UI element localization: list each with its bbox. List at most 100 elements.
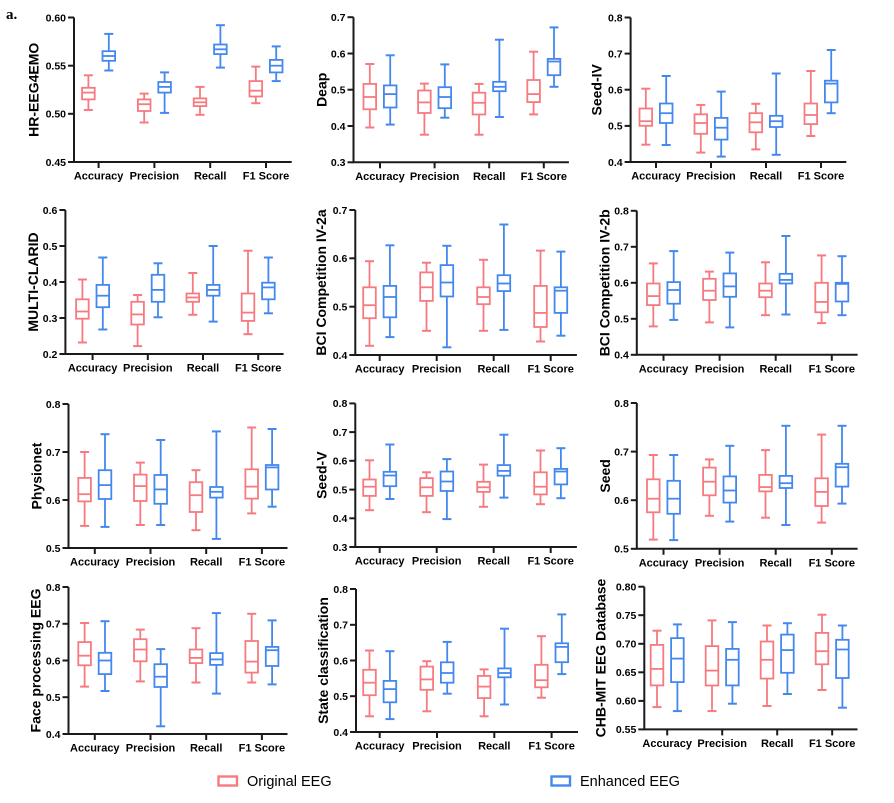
svg-text:0.4: 0.4 xyxy=(331,121,346,133)
svg-text:Accuracy: Accuracy xyxy=(68,363,118,375)
svg-text:MULTI-CLARID: MULTI-CLARID xyxy=(25,232,41,331)
svg-text:0.5: 0.5 xyxy=(614,314,629,326)
svg-text:Accuracy: Accuracy xyxy=(355,556,405,568)
svg-text:0.60: 0.60 xyxy=(616,696,637,708)
svg-text:F1 Score: F1 Score xyxy=(809,557,855,569)
svg-text:Deap: Deap xyxy=(314,73,330,107)
svg-text:F1 Score: F1 Score xyxy=(809,363,855,375)
svg-text:Accuracy: Accuracy xyxy=(70,743,120,755)
svg-text:0.6: 0.6 xyxy=(614,278,629,290)
svg-text:0.8: 0.8 xyxy=(46,582,61,594)
svg-text:Accuracy: Accuracy xyxy=(631,171,681,183)
svg-text:HR-EEG4EMO: HR-EEG4EMO xyxy=(26,43,42,137)
svg-text:0.4: 0.4 xyxy=(46,729,61,741)
svg-text:Enhanced EEG: Enhanced EEG xyxy=(580,774,680,790)
svg-text:0.7: 0.7 xyxy=(614,242,629,254)
svg-text:Accuracy: Accuracy xyxy=(355,171,405,183)
svg-text:Seed: Seed xyxy=(597,459,613,492)
svg-text:F1 Score: F1 Score xyxy=(527,556,573,568)
svg-text:F1 Score: F1 Score xyxy=(239,557,285,569)
svg-text:0.4: 0.4 xyxy=(333,727,348,739)
svg-text:0.7: 0.7 xyxy=(333,620,348,632)
svg-text:F1 Score: F1 Score xyxy=(235,363,281,375)
svg-text:0.8: 0.8 xyxy=(608,12,623,24)
svg-text:Precision: Precision xyxy=(410,171,460,183)
svg-text:0.6: 0.6 xyxy=(46,655,61,667)
svg-text:Recall: Recall xyxy=(473,171,505,183)
svg-text:Precision: Precision xyxy=(412,741,462,753)
svg-text:0.8: 0.8 xyxy=(614,398,629,410)
svg-text:0.5: 0.5 xyxy=(333,691,348,703)
svg-text:0.7: 0.7 xyxy=(333,427,348,439)
svg-text:0.3: 0.3 xyxy=(43,313,58,325)
svg-text:Recall: Recall xyxy=(761,738,793,750)
svg-text:F1 Score: F1 Score xyxy=(809,738,855,750)
svg-text:F1 Score: F1 Score xyxy=(527,364,573,376)
svg-text:F1 Score: F1 Score xyxy=(239,743,285,755)
svg-text:Precision: Precision xyxy=(695,363,745,375)
svg-text:Precision: Precision xyxy=(130,171,180,183)
svg-text:Accuracy: Accuracy xyxy=(639,363,689,375)
svg-text:0.7: 0.7 xyxy=(331,12,346,24)
svg-text:0.3: 0.3 xyxy=(331,157,346,169)
svg-text:Recall: Recall xyxy=(478,741,510,753)
svg-text:0.8: 0.8 xyxy=(614,206,629,218)
svg-text:0.5: 0.5 xyxy=(46,692,61,704)
svg-text:BCI Competition IV-2a: BCI Competition IV-2a xyxy=(313,209,329,355)
svg-text:0.8: 0.8 xyxy=(333,398,348,410)
svg-text:Precision: Precision xyxy=(412,556,462,568)
svg-text:Recall: Recall xyxy=(477,364,509,376)
svg-text:0.5: 0.5 xyxy=(43,241,58,253)
svg-text:0.6: 0.6 xyxy=(333,253,348,265)
svg-text:Precision: Precision xyxy=(697,738,747,750)
svg-text:0.3: 0.3 xyxy=(333,542,348,554)
svg-text:0.80: 0.80 xyxy=(616,582,637,594)
svg-text:0.55: 0.55 xyxy=(616,724,637,736)
svg-text:Recall: Recall xyxy=(759,557,791,569)
svg-text:0.6: 0.6 xyxy=(46,495,61,507)
svg-text:0.7: 0.7 xyxy=(608,48,623,60)
svg-text:0.75: 0.75 xyxy=(616,610,637,622)
svg-text:Face processing EEG: Face processing EEG xyxy=(28,588,44,732)
svg-text:0.45: 0.45 xyxy=(46,157,67,169)
svg-text:0.6: 0.6 xyxy=(333,456,348,468)
svg-text:F1 Score: F1 Score xyxy=(243,171,289,183)
svg-text:0.50: 0.50 xyxy=(46,109,67,121)
svg-text:0.4: 0.4 xyxy=(333,350,348,362)
svg-text:Precision: Precision xyxy=(686,171,736,183)
svg-text:0.6: 0.6 xyxy=(333,655,348,667)
svg-text:F1 Score: F1 Score xyxy=(521,171,567,183)
svg-text:0.55: 0.55 xyxy=(46,61,67,73)
svg-text:Accuracy: Accuracy xyxy=(70,557,120,569)
svg-text:0.5: 0.5 xyxy=(333,484,348,496)
svg-text:Recall: Recall xyxy=(190,743,222,755)
svg-text:0.4: 0.4 xyxy=(333,513,348,525)
svg-text:0.70: 0.70 xyxy=(616,639,637,651)
svg-text:0.2: 0.2 xyxy=(43,349,58,361)
svg-text:0.60: 0.60 xyxy=(46,12,67,24)
svg-text:0.5: 0.5 xyxy=(331,85,346,97)
svg-text:Seed-V: Seed-V xyxy=(314,451,330,499)
svg-text:Recall: Recall xyxy=(477,556,509,568)
svg-text:Recall: Recall xyxy=(187,363,219,375)
svg-text:0.8: 0.8 xyxy=(46,399,61,411)
svg-text:Accuracy: Accuracy xyxy=(74,171,124,183)
svg-text:Recall: Recall xyxy=(759,363,791,375)
svg-text:Recall: Recall xyxy=(194,171,226,183)
svg-text:0.6: 0.6 xyxy=(614,495,629,507)
svg-text:Accuracy: Accuracy xyxy=(355,741,405,753)
svg-text:Original EEG: Original EEG xyxy=(247,774,332,790)
svg-text:Precision: Precision xyxy=(123,363,173,375)
svg-text:Recall: Recall xyxy=(190,557,222,569)
svg-text:0.7: 0.7 xyxy=(46,619,61,631)
svg-text:Precision: Precision xyxy=(412,364,462,376)
svg-text:CHB-MIT EEG Database: CHB-MIT EEG Database xyxy=(593,578,609,737)
svg-text:Physionet: Physionet xyxy=(29,442,45,509)
svg-text:0.5: 0.5 xyxy=(608,121,623,133)
svg-text:0.4: 0.4 xyxy=(608,157,623,169)
svg-text:Precision: Precision xyxy=(126,557,176,569)
svg-text:Accuracy: Accuracy xyxy=(355,364,405,376)
svg-text:State classification: State classification xyxy=(315,597,331,724)
svg-text:Accuracy: Accuracy xyxy=(639,557,689,569)
svg-text:BCI Competition IV-2b: BCI Competition IV-2b xyxy=(597,209,613,356)
